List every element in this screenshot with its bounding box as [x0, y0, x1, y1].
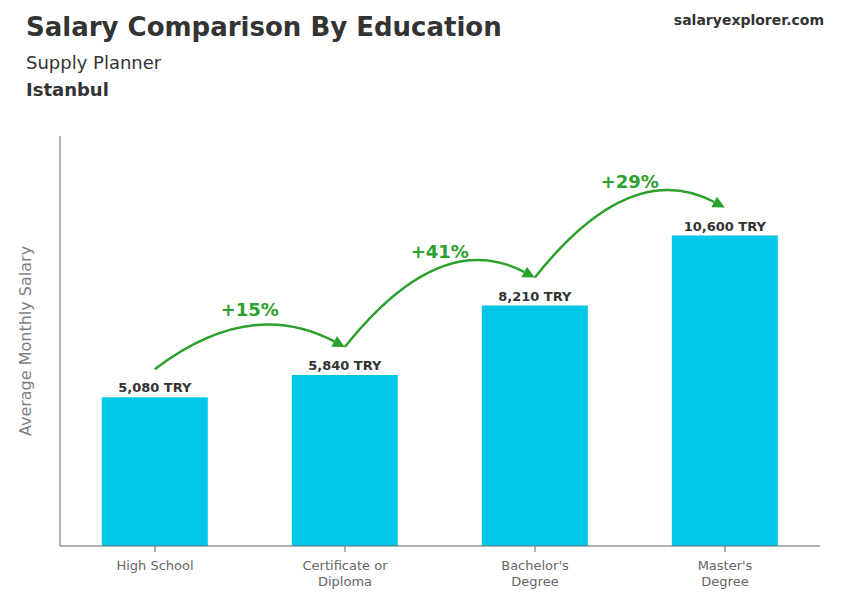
svg-text:+29%: +29% — [601, 171, 659, 192]
html-text:Supply Planner: Supply Planner — [26, 52, 162, 73]
svg-text:Master'sDegree: Master'sDegree — [698, 558, 753, 589]
svg-text:8,210 TRY: 8,210 TRY — [498, 289, 572, 304]
html-text:salaryexplorer.com: salaryexplorer.com — [673, 12, 824, 28]
svg-text:Average Monthly Salary: Average Monthly Salary — [16, 246, 35, 436]
html-text:Salary Comparison By Education: Salary Comparison By Education — [26, 12, 502, 42]
svg-text:5,080 TRY: 5,080 TRY — [118, 380, 192, 395]
svg-text:5,840 TRY: 5,840 TRY — [308, 358, 382, 373]
svg-text:High School: High School — [116, 558, 193, 573]
svg-text:10,600 TRY: 10,600 TRY — [684, 219, 767, 234]
svg-text:+41%: +41% — [411, 241, 469, 262]
svg-text:Certificate orDiploma: Certificate orDiploma — [303, 558, 389, 589]
svg-text:+15%: +15% — [221, 299, 279, 320]
svg-text:Bachelor'sDegree: Bachelor'sDegree — [501, 558, 569, 589]
html-text:Istanbul: Istanbul — [26, 79, 109, 100]
